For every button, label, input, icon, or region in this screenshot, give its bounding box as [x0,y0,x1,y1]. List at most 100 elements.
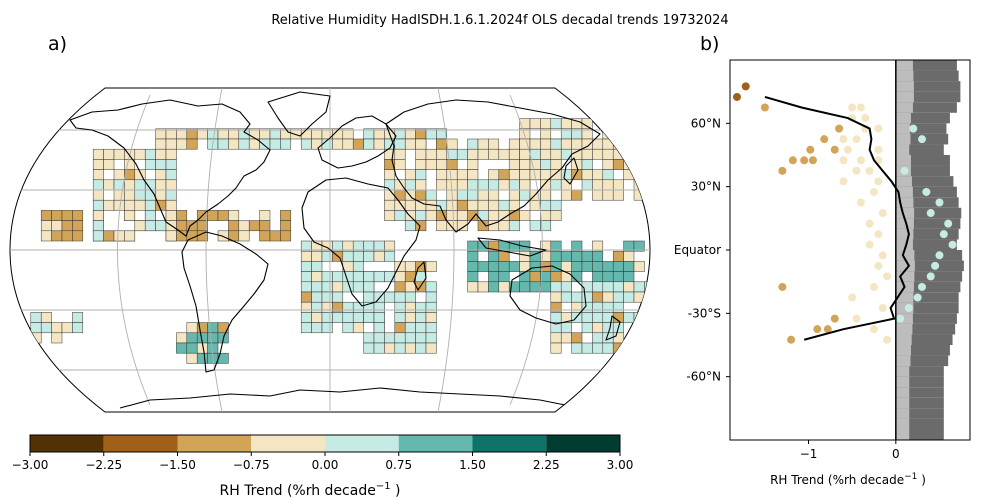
trend-cell [186,342,198,354]
trend-cell [644,128,650,140]
colorbar-tick-label: −2.25 [85,458,122,472]
trend-cell [633,169,645,181]
trend-point-teal [926,272,935,281]
trend-cell [300,322,312,334]
trend-point-beige [878,251,887,260]
trend-cell [186,138,198,150]
trend-cell [321,271,333,283]
australia-outline [509,265,587,325]
colorbar-tick-label: 1.50 [459,458,486,472]
land-fraction-bar-inner [895,313,913,324]
trend-point-brown [813,325,822,334]
trend-cell [415,220,427,232]
trend-cell [467,281,479,293]
trend-cell [519,148,531,160]
trend-point-teal [939,230,948,239]
trend-cell [332,301,344,313]
trend-cell [165,210,177,221]
trend-point-beige [843,145,852,154]
trend-cell [415,210,427,221]
trend-cell [540,220,552,232]
trend-cell [144,159,156,170]
trend-cell [498,179,510,191]
trend-cell [415,281,427,293]
trend-cell [186,332,198,344]
trend-cell [384,291,396,303]
trend-cell [612,138,624,150]
trend-cell [92,169,104,181]
trend-cell [394,148,406,160]
trend-cell [425,312,437,323]
trend-cell [550,342,562,354]
trend-cell [592,291,604,303]
trend-cell [592,169,604,181]
land-fraction-bar [895,355,949,367]
land-fraction-bar-inner [895,197,914,208]
trend-point-brown [830,314,839,323]
trend-cell [456,148,468,160]
land-fraction-bar [895,260,964,272]
trend-cell [655,302,665,312]
trend-cell [592,148,604,160]
trend-cell [217,210,229,221]
trend-cell [571,291,583,303]
trend-cell [477,148,489,160]
trend-cell [300,138,312,150]
trend-cell [415,199,427,211]
trend-cell [550,312,562,323]
trend-cell [581,342,593,354]
trend-cell [581,169,593,181]
trend-cell [134,179,146,191]
trend-point-brown [823,325,832,334]
trend-cell [332,271,344,283]
trend-cell [633,332,645,344]
trend-cell [623,342,635,354]
trend-cell [103,179,115,191]
trend-cell [508,148,520,160]
land-fraction-bar-inner [895,397,910,409]
trend-point-beige [839,177,848,186]
trend-cell [655,343,665,353]
trend-cell [560,148,572,160]
trend-cell [529,220,541,232]
trend-cell [467,199,479,211]
trend-cell [425,342,437,354]
trend-cell [259,230,271,242]
trend-cell [373,301,385,313]
trend-point-beige [839,135,848,144]
trend-cell [425,210,437,221]
trend-cell [311,250,323,262]
trend-cell [425,159,437,170]
trend-cell [311,261,323,272]
trend-point-brown [778,282,787,291]
trend-cell [540,138,552,150]
trend-cell [436,179,448,191]
trend-cell [165,230,177,242]
trend-cell [592,342,604,354]
trend-point-beige [870,187,878,196]
trend-cell [467,159,479,170]
trend-cell [550,332,562,344]
trend-cell [30,332,42,344]
trend-cell [51,220,63,232]
trend-cell [633,189,645,201]
trend-cell [394,138,406,150]
trend-cell [612,261,624,272]
trend-cell [363,138,375,150]
trend-cell [113,148,125,160]
trend-point-beige [848,293,857,302]
trend-point-beige [883,272,892,281]
trend-cell [529,138,541,150]
trend-cell [155,138,167,150]
land-fraction-bar [895,144,944,155]
trend-cell [165,159,177,170]
trend-cell [92,189,104,201]
trend-cell [612,118,624,130]
trend-cell [332,312,344,323]
trend-cell [311,312,323,323]
trend-cell [540,189,552,201]
land-fraction-bar [895,155,950,166]
trend-cell [592,301,604,313]
trend-cell [477,179,489,191]
trend-cell [300,301,312,313]
